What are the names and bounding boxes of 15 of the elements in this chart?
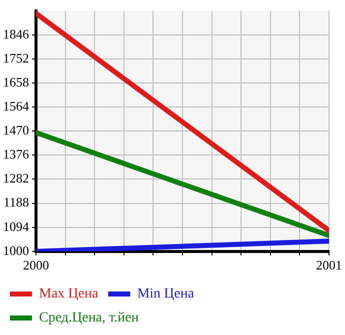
y-tick-label: 1846 — [3, 26, 30, 42]
x-tick-label: 2000 — [23, 258, 49, 273]
y-tick-label: 1000 — [3, 242, 29, 258]
y-tick-label: 1094 — [3, 218, 30, 234]
legend-label: Сред.Цена, т.йен — [39, 310, 140, 326]
legend-label: Min Цена — [137, 286, 195, 302]
y-tick-label: 1470 — [3, 122, 29, 138]
y-tick-label: 1282 — [3, 170, 29, 186]
y-tick-label: 1564 — [3, 98, 30, 114]
legend-label: Max Цена — [39, 286, 99, 302]
x-tick-label: 2001 — [316, 258, 342, 273]
y-tick-label: 1376 — [3, 146, 30, 162]
y-tick-label: 1658 — [3, 74, 29, 90]
y-tick-label: 1188 — [3, 194, 29, 210]
y-tick-label: 1752 — [3, 50, 29, 66]
